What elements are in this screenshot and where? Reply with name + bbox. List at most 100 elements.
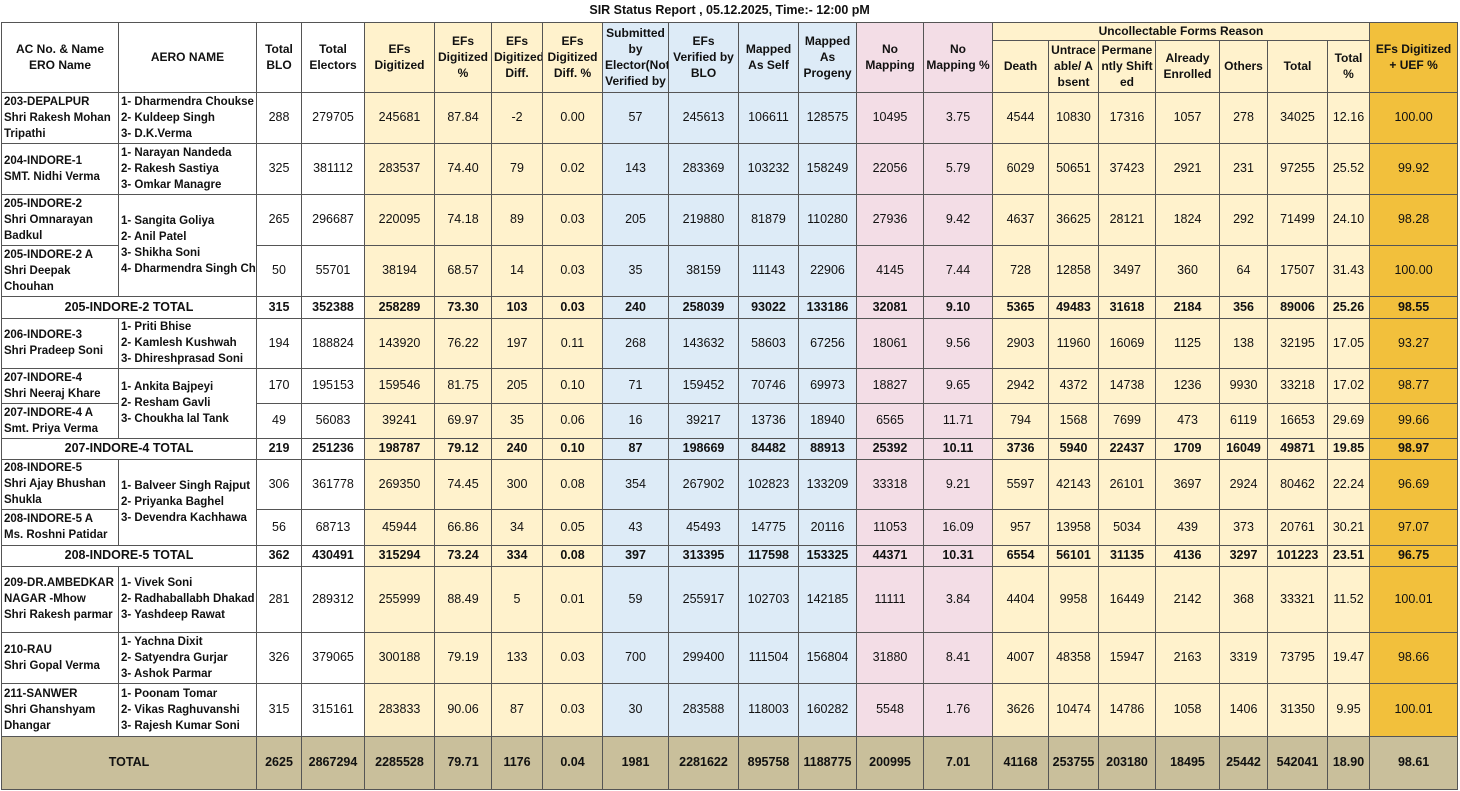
data-cell: 373 xyxy=(1219,508,1268,546)
data-cell: 19.47 xyxy=(1327,631,1370,684)
aero-line: 4- Dharmendra Singh Chouhan xyxy=(121,263,256,275)
aero-line: 2- Vikas Raghuvanshi xyxy=(121,703,240,716)
data-cell: 315 xyxy=(256,682,302,737)
aero-line: 1- Vivek Soni xyxy=(121,577,193,589)
data-cell: 111504 xyxy=(738,631,799,684)
ac-name: 208-INDORE-5 A Ms. Roshni Patidar xyxy=(1,508,119,546)
ac-name: 211-SANWER Shri Ghanshyam Dhangar xyxy=(1,682,119,737)
data-cell: 368 xyxy=(1219,565,1268,633)
data-cell: 253755 xyxy=(1048,735,1099,790)
data-cell: 55701 xyxy=(301,244,365,297)
data-cell: 159546 xyxy=(364,367,435,404)
data-cell: 11960 xyxy=(1048,317,1099,369)
ac-line: Shri Neeraj Khare xyxy=(4,387,101,400)
data-cell: 0.04 xyxy=(542,735,603,790)
data-cell: 240 xyxy=(602,295,669,319)
column-header: Untraceable/ Absent xyxy=(1048,39,1099,93)
data-cell: 117598 xyxy=(738,544,799,567)
data-cell: 102703 xyxy=(738,565,799,633)
data-cell: 79 xyxy=(491,142,543,195)
data-cell: 100.00 xyxy=(1368,91,1459,144)
ac-line: 207-INDORE-4 xyxy=(4,371,82,384)
aero-line: 1- Priti Bhise xyxy=(121,321,192,333)
data-cell: 14 xyxy=(491,244,543,297)
aero-line: 2- Priyanka Baghel xyxy=(121,496,224,508)
data-cell: 99.92 xyxy=(1368,142,1459,195)
data-cell: 33218 xyxy=(1267,367,1328,404)
data-cell: 110280 xyxy=(798,193,857,246)
data-cell: 14786 xyxy=(1098,682,1156,737)
data-cell: -2 xyxy=(491,91,543,144)
ac-line: 204-INDORE-1 xyxy=(4,154,82,167)
data-cell: 76.22 xyxy=(434,317,492,369)
data-cell: 50 xyxy=(256,244,302,297)
data-cell: 33321 xyxy=(1267,565,1328,633)
data-cell: 16049 xyxy=(1219,437,1268,460)
column-header: Mapped As Self xyxy=(738,21,799,93)
data-cell: 143920 xyxy=(364,317,435,369)
data-cell: 1057 xyxy=(1155,91,1220,144)
ac-line: 205-INDORE-2 A xyxy=(4,248,94,261)
data-cell: 9958 xyxy=(1048,565,1099,633)
data-cell: 325 xyxy=(256,142,302,195)
column-header: EFs Digitized Diff. % xyxy=(542,21,603,93)
data-cell: 74.45 xyxy=(434,458,492,510)
data-cell: 100.01 xyxy=(1368,565,1459,633)
table-row: AC No. & Name ERO Name AERO NAME Total BLO… xyxy=(1,21,1459,93)
ac-line: Shri Ghanshyam Dhangar xyxy=(4,703,96,732)
data-cell: 41168 xyxy=(992,735,1049,790)
data-cell: 74.40 xyxy=(434,142,492,195)
data-cell: 0.03 xyxy=(542,295,603,319)
data-cell: 73.30 xyxy=(434,295,492,319)
table-row: TOTAL 2625 2867294 2285528 79.71 1176 0.04 1981… xyxy=(1,735,1459,790)
ac-line: Ms. Roshni Patidar xyxy=(4,529,108,541)
data-cell: 279705 xyxy=(301,91,365,144)
data-cell: 37423 xyxy=(1098,142,1156,195)
data-cell: 267902 xyxy=(668,458,739,510)
data-cell: 473 xyxy=(1155,402,1220,439)
aero-line: 1- Yachna Dixit xyxy=(121,635,203,648)
aero-line: 2- Kamlesh Kushwah xyxy=(121,337,237,349)
data-cell: 7.01 xyxy=(923,735,993,790)
data-cell: 16.09 xyxy=(923,508,993,546)
data-cell: 7699 xyxy=(1098,402,1156,439)
column-header: No Mapping xyxy=(856,21,924,93)
data-cell: 2942 xyxy=(992,367,1049,404)
data-cell: 99.66 xyxy=(1368,402,1459,439)
ac-name: 210-RAU Shri Gopal Verma xyxy=(1,631,119,684)
data-cell: 283537 xyxy=(364,142,435,195)
data-cell: 9.56 xyxy=(923,317,993,369)
data-cell: 93022 xyxy=(738,295,799,319)
data-cell: 87 xyxy=(602,437,669,460)
data-cell: 255917 xyxy=(668,565,739,633)
data-cell: 38194 xyxy=(364,244,435,297)
subtotal-label: 207-INDORE-4 TOTAL xyxy=(1,437,257,460)
data-cell: 69973 xyxy=(798,367,857,404)
data-cell: 11143 xyxy=(738,244,799,297)
aero-line: 1- Ankita Bajpeyi xyxy=(121,381,214,393)
data-cell: 2921 xyxy=(1155,142,1220,195)
data-cell: 5597 xyxy=(992,458,1049,510)
table-row: 210-RAU Shri Gopal Verma 1- Yachna Dixit 2-… xyxy=(1,631,1459,684)
aero-line: 2- Rakesh Sastiya xyxy=(121,162,219,175)
data-cell: 2625 xyxy=(256,735,302,790)
data-cell: 9930 xyxy=(1219,367,1268,404)
data-cell: 31135 xyxy=(1098,544,1156,567)
data-cell: 31.43 xyxy=(1327,244,1370,297)
data-cell: 0.08 xyxy=(542,544,603,567)
column-header: Others xyxy=(1219,39,1268,93)
data-cell: 194 xyxy=(256,317,302,369)
data-cell: 6565 xyxy=(856,402,924,439)
data-cell: 22906 xyxy=(798,244,857,297)
data-cell: 245681 xyxy=(364,91,435,144)
data-cell: 118003 xyxy=(738,682,799,737)
data-cell: 14738 xyxy=(1098,367,1156,404)
aero-name: 1- Priti Bhise 2- Kamlesh Kushwah 3- Dhire… xyxy=(118,317,257,369)
data-cell: 25392 xyxy=(856,437,924,460)
data-cell: 39217 xyxy=(668,402,739,439)
data-cell: 430491 xyxy=(301,544,365,567)
data-cell: 16069 xyxy=(1098,317,1156,369)
data-cell: 3626 xyxy=(992,682,1049,737)
data-cell: 49871 xyxy=(1267,437,1328,460)
